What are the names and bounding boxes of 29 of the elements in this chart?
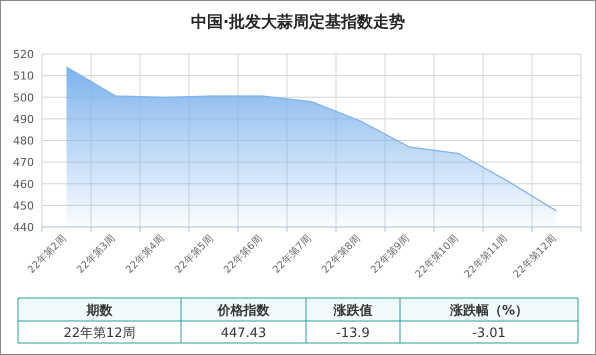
x-tick-label: 22年第2周 [25, 232, 69, 276]
x-tick-label: 22年第4周 [123, 232, 167, 276]
x-tick-label: 22年第9周 [368, 232, 412, 276]
text: 22年第12周 [63, 326, 136, 341]
x-tick-label: 22年第5周 [172, 232, 216, 276]
text: -3.01 [472, 326, 506, 341]
y-tick-label: 510 [13, 70, 34, 83]
text: 447.43 [220, 326, 266, 341]
y-tick-label: 460 [13, 178, 34, 191]
y-tick-label: 500 [13, 91, 34, 104]
text: 涨跌幅（%） [448, 304, 528, 318]
x-tick-label: 22年第8周 [319, 232, 363, 276]
x-tick-label: 22年第10周 [412, 232, 461, 280]
x-tick-label: 22年第6周 [221, 232, 265, 276]
y-tick-label: 520 [13, 48, 34, 61]
text: -13.9 [336, 326, 370, 341]
text: 期数 [86, 304, 114, 318]
y-tick-label: 440 [13, 221, 34, 234]
chart-title: 中国·批发大蒜周定基指数走势 [190, 12, 406, 31]
y-tick-label: 450 [13, 199, 34, 212]
y-tick-label: 490 [13, 112, 34, 126]
text: 价格指数 [216, 304, 270, 318]
text: 涨跌值 [332, 304, 372, 318]
x-tick-label: 22年第7周 [270, 232, 314, 276]
y-tick-label: 470 [13, 156, 34, 170]
x-tick-label: 22年第3周 [74, 232, 118, 276]
y-tick-label: 480 [13, 134, 34, 148]
x-tick-label: 22年第12周 [510, 232, 559, 280]
x-tick-label: 22年第11周 [462, 232, 510, 280]
